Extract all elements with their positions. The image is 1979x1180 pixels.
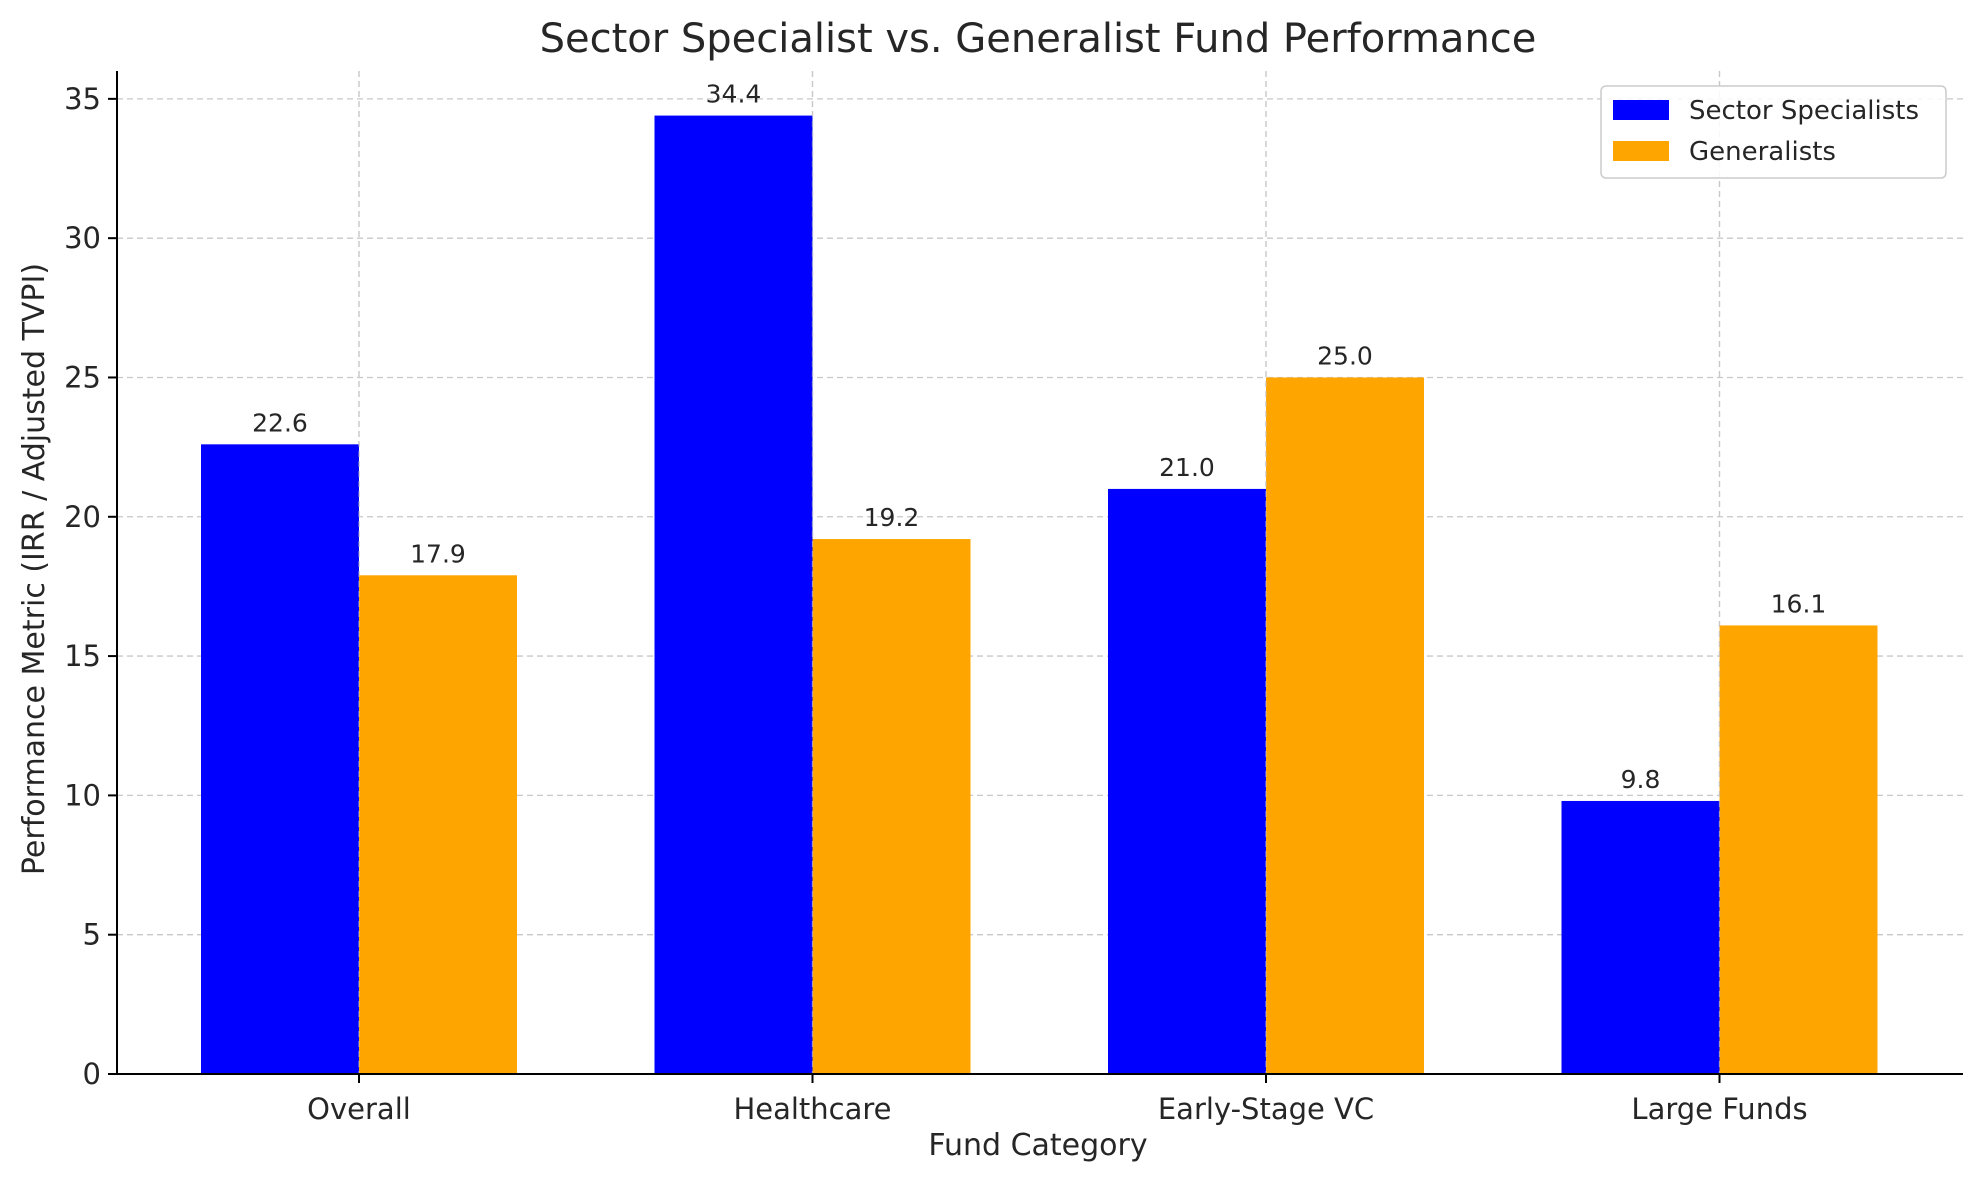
value-label: 34.4 — [706, 80, 762, 109]
y-tick-label: 10 — [64, 778, 101, 812]
y-tick-label: 30 — [64, 221, 101, 255]
bar-healthcare-generalists — [812, 539, 971, 1074]
axes — [108, 71, 1963, 1083]
value-label: 19.2 — [864, 503, 920, 532]
value-label: 9.8 — [1621, 765, 1661, 794]
legend-swatch — [1613, 100, 1669, 120]
bar-early-stage-vc-sector-specialists — [1108, 488, 1266, 1075]
value-label: 25.0 — [1317, 341, 1373, 370]
y-tick-label: 25 — [64, 360, 101, 394]
value-labels: 22.6 34.4 21.0 9.8 17.9 19.2 25.0 16.1 — [252, 80, 1826, 794]
value-label: 21.0 — [1159, 453, 1215, 482]
bar-healthcare-sector-specialists — [654, 115, 813, 1075]
legend-box — [1600, 85, 1947, 179]
legend-swatch — [1613, 141, 1669, 161]
y-tick-label: 35 — [64, 82, 101, 116]
x-tick-label: Early-Stage VC — [1158, 1092, 1374, 1126]
y-tick-label: 15 — [64, 639, 101, 673]
x-axis-label: Fund Category — [928, 1128, 1147, 1163]
value-label: 17.9 — [410, 539, 466, 568]
tick-labels: 0 5 10 15 20 25 30 35 Overall Healthcare Early-Sta… — [64, 82, 1808, 1126]
x-tick-label: Overall — [307, 1092, 411, 1126]
y-tick-label: 20 — [64, 500, 101, 534]
bar-overall-generalists — [359, 575, 517, 1074]
value-label: 16.1 — [1771, 589, 1827, 618]
y-tick-label: 0 — [83, 1057, 101, 1091]
bar-overall-sector-specialists — [201, 444, 359, 1075]
bars — [201, 71, 1878, 1075]
y-axis-label: Performance Metric (IRR / Adjusted TVPI) — [17, 263, 52, 875]
value-label: 22.6 — [252, 408, 308, 437]
bar-early-stage-vc-generalists — [1266, 377, 1424, 1074]
bar-large-funds-generalists — [1719, 625, 1878, 1074]
legend-label: Sector Specialists — [1689, 96, 1919, 126]
y-tick-label: 5 — [83, 918, 101, 952]
x-tick-label: Healthcare — [733, 1092, 891, 1126]
chart-title: Sector Specialist vs. Generalist Fund Pe… — [540, 16, 1537, 62]
bar-large-funds-sector-specialists — [1561, 800, 1720, 1074]
x-tick-label: Large Funds — [1631, 1092, 1807, 1126]
legend-label: Generalists — [1689, 137, 1836, 167]
legend: Sector Specialists Generalists — [1600, 85, 1947, 179]
